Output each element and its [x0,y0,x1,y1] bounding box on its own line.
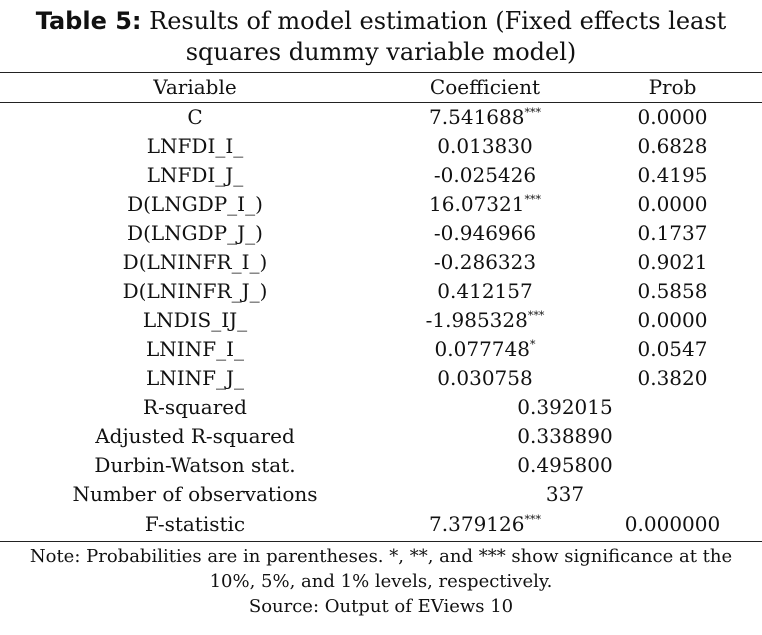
table-row: LNINF_J_ 0.030758 0.3820 [0,364,762,393]
variable-cell: LNFDI_J_ [146,163,244,187]
header-coefficient: Coefficient [429,75,541,99]
prob-cell: 0.6828 [637,134,708,158]
header-prob: Prob [648,75,697,99]
fstat-value: 7.379126*** [395,510,575,539]
coefficient-cell: 7.541688*** [395,103,575,132]
coefficient-value: 0.412157 [437,279,533,303]
source-line: Source: Output of EViews 10 [248,596,514,617]
variable-cell: D(LNINFR_I_) [122,250,268,274]
stat-label: R-squared [143,395,247,419]
table-title: Table 5: Results of model estimation (Fi… [0,6,762,68]
stat-row: Number of observations 337 [0,480,762,509]
coefficient-cell: -0.286323 [395,248,575,277]
table-label: Table 5: [35,7,142,35]
variable-cell: LNINF_J_ [145,366,245,390]
table-notes: Note: Probabilities are in parentheses. … [0,544,762,619]
coefficient-value: 7.541688 [429,105,525,129]
coefficient-cell: -0.946966 [395,219,575,248]
table-row: LNFDI_I_ 0.013830 0.6828 [0,132,762,161]
coefficient-cell: 0.013830 [395,132,575,161]
table-row: D(LNINFR_J_) 0.412157 0.5858 [0,277,762,306]
title-text-line-1: Results of model estimation (Fixed effec… [149,7,727,35]
coefficient-value: -0.946966 [433,221,537,245]
prob-cell: 0.5858 [637,279,708,303]
bottom-rule [0,541,762,542]
variable-cell: D(LNGDP_J_) [127,221,263,245]
stat-value: 337 [545,482,585,506]
prob-cell: 0.3820 [637,366,708,390]
variable-cell: D(LNGDP_I_) [127,192,263,216]
table-row: LNINF_I_ 0.077748* 0.0547 [0,335,762,364]
table-row: C 7.541688*** 0.0000 [0,103,762,132]
table-row: D(LNINFR_I_) -0.286323 0.9021 [0,248,762,277]
variable-cell: C [187,105,203,129]
coefficient-value: -1.985328 [425,308,528,332]
table-row: D(LNGDP_I_) 16.07321*** 0.0000 [0,190,762,219]
coefficient-value: 0.013830 [437,134,533,158]
coefficient-value: 0.077748 [434,337,530,361]
title-line-2: squares dummy variable model) [185,38,577,66]
significance-marker: * [529,338,536,351]
title-line-1: Table 5: Results of model estimation (Fi… [0,6,762,37]
coefficient-cell: -1.985328*** [395,306,575,335]
stat-row: R-squared 0.392015 [0,393,762,422]
table-row: D(LNGDP_J_) -0.946966 0.1737 [0,219,762,248]
coefficient-value: 0.030758 [437,366,533,390]
coefficient-value: -0.025426 [433,163,537,187]
prob-cell: 0.1737 [637,221,708,245]
prob-cell: 0.0000 [637,192,708,216]
note-line-2: 10%, 5%, and 1% levels, respectively. [209,571,553,592]
prob-cell: 0.0000 [637,105,708,129]
fstat-row: F-statistic 7.379126*** 0.000000 [0,510,762,539]
header-row: Variable Coefficient Prob [0,73,762,102]
fstat-label: F-statistic [144,512,246,536]
coefficient-cell: -0.025426 [395,161,575,190]
coefficient-cell: 16.07321*** [395,190,575,219]
stat-row: Adjusted R-squared 0.338890 [0,422,762,451]
prob-cell: 0.0000 [637,308,708,332]
significance-marker: *** [527,309,545,322]
stat-row: Durbin-Watson stat. 0.495800 [0,451,762,480]
stat-label: Adjusted R-squared [95,424,295,448]
prob-cell: 0.9021 [637,250,708,274]
header-rule [0,102,762,103]
variable-cell: LNINF_I_ [146,337,244,361]
fstat-prob: 0.000000 [624,512,721,536]
header-variable: Variable [153,75,237,99]
stat-value: 0.338890 [517,424,613,448]
stat-value: 0.392015 [517,395,613,419]
top-rule [0,72,762,73]
prob-cell: 0.4195 [637,163,708,187]
table-row: LNFDI_J_ -0.025426 0.4195 [0,161,762,190]
stat-value: 0.495800 [517,453,613,477]
significance-marker: *** [524,193,541,206]
variable-cell: LNFDI_I_ [146,134,244,158]
table-row: LNDIS_IJ_ -1.985328*** 0.0000 [0,306,762,335]
coefficient-cell: 0.412157 [395,277,575,306]
significance-marker: *** [524,106,541,119]
fstat-significance: *** [524,513,541,526]
coefficient-cell: 0.030758 [395,364,575,393]
coefficient-value: -0.286323 [433,250,537,274]
stat-label: Durbin-Watson stat. [94,453,296,477]
prob-cell: 0.0547 [637,337,708,361]
variable-cell: LNDIS_IJ_ [142,308,248,332]
note-line-1: Note: Probabilities are in parentheses. … [29,546,733,567]
coefficient-value: 16.07321 [429,192,525,216]
stat-label: Number of observations [72,482,318,506]
variable-cell: D(LNINFR_J_) [122,279,268,303]
coefficient-cell: 0.077748* [395,335,575,364]
fstat-value-text: 7.379126 [429,512,525,536]
